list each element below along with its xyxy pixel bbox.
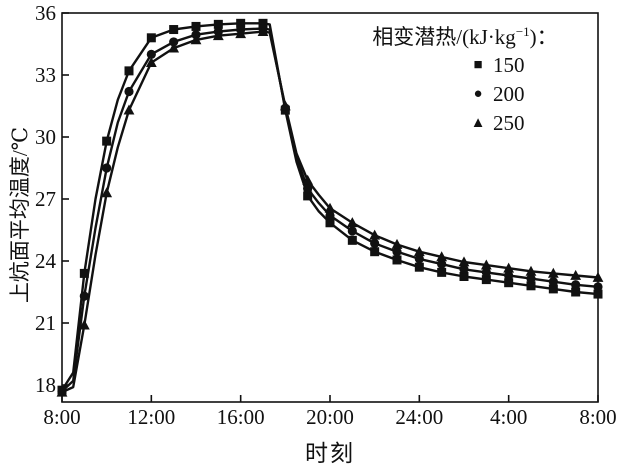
y-tick-label: 21 <box>35 311 56 335</box>
series-200-marker-circle <box>392 247 402 257</box>
x-tick-label: 8:00 <box>43 405 81 429</box>
series-150-marker-square <box>79 268 89 278</box>
legend-item-200: ● 200 <box>468 80 525 109</box>
series-200-marker-circle <box>459 264 469 274</box>
series-150-marker-square <box>571 287 581 297</box>
series-200-marker-circle <box>146 49 156 59</box>
series-250-marker-triangle <box>436 251 448 262</box>
series-250-marker-triangle <box>257 26 269 36</box>
series-150-marker-square <box>213 19 223 29</box>
y-tick-label: 24 <box>35 249 56 273</box>
x-axis-title: 时刻 <box>305 441 355 466</box>
series-250-marker-triangle <box>324 202 336 213</box>
series-150-marker-square <box>370 247 380 257</box>
legend-triangle-icon: ▲ <box>470 115 486 131</box>
series-150-marker-square <box>459 272 469 281</box>
y-tick-label: 27 <box>35 187 56 211</box>
series-250-marker-triangle <box>413 246 425 257</box>
legend-title-superscript: −1 <box>515 24 530 39</box>
series-250-marker-triangle <box>503 262 515 273</box>
y-tick-label: 33 <box>35 63 56 87</box>
series-200-marker-circle <box>414 254 424 264</box>
x-tick-label: 4:00 <box>489 405 528 429</box>
legend-item-label: 150 <box>493 53 525 77</box>
series-200-marker-circle <box>124 86 134 97</box>
series-200-marker-circle <box>347 226 357 236</box>
series-150-marker-square <box>526 281 536 291</box>
series-150-marker-square <box>414 262 424 272</box>
legend-item-label: 200 <box>493 82 525 106</box>
series-250-marker-triangle <box>458 256 470 267</box>
series-150-marker-square <box>102 136 112 146</box>
series-150-marker-square <box>258 18 268 28</box>
series-150-marker-square <box>437 267 447 277</box>
series-200-marker-circle <box>481 267 491 277</box>
legend-item-150: ■ 150 <box>468 51 525 80</box>
series-250-marker-triangle <box>78 319 90 330</box>
series-250-marker-triangle <box>190 34 202 45</box>
y-tick-label: 18 <box>35 373 56 397</box>
x-tick-label: 20:00 <box>306 405 354 429</box>
series-200-marker-circle <box>303 184 313 194</box>
series-250-marker-triangle <box>480 259 492 270</box>
legend-item-label: 250 <box>493 111 525 135</box>
series-150-marker-square <box>236 18 246 28</box>
series-250-marker-triangle <box>570 269 582 280</box>
series-150-marker-square <box>303 191 313 201</box>
series-200-marker-circle <box>79 291 89 301</box>
series-200-marker-circle <box>504 270 514 281</box>
series-150-marker-square <box>146 33 156 43</box>
legend-title: 相变潜热/(kJ·kg−1)： <box>346 21 584 51</box>
series-250-marker-triangle <box>369 229 381 240</box>
series-150-marker-square <box>124 66 134 76</box>
series-200-marker-circle <box>169 37 179 47</box>
series-200-marker-circle <box>437 259 447 269</box>
x-tick-label: 8:00 <box>579 405 617 429</box>
series-200-marker-circle <box>526 273 536 284</box>
legend-square-icon: ■ <box>473 57 483 73</box>
series-150-marker-square <box>548 284 558 294</box>
series-250-marker-triangle <box>547 267 559 278</box>
x-tick-label: 12:00 <box>127 405 176 429</box>
series-150-marker-square <box>347 235 357 245</box>
series-250-marker-triangle <box>56 386 68 397</box>
legend: ■ 150 ● 200 ▲ 250 <box>468 51 525 138</box>
series-250-marker-triangle <box>212 30 224 41</box>
series-250-marker-triangle <box>592 271 604 282</box>
series-250-marker-triangle <box>346 217 358 228</box>
legend-title-colon: )： <box>529 25 558 49</box>
legend-title-text: 相变潜热/(kJ·kg <box>372 25 516 49</box>
series-250-marker-triangle <box>391 238 403 249</box>
series-250-marker-triangle <box>101 187 113 198</box>
series-250-marker-triangle <box>168 42 180 53</box>
x-tick-label: 16:00 <box>216 405 265 429</box>
series-200-marker-circle <box>571 280 581 290</box>
legend-item-250: ▲ 250 <box>468 109 525 138</box>
y-tick-label: 30 <box>35 125 56 149</box>
series-200-marker-circle <box>370 238 380 249</box>
series-250-marker-triangle <box>302 174 314 185</box>
series-250-marker-triangle <box>235 28 247 39</box>
series-150-marker-square <box>504 278 514 288</box>
series-150-marker-square <box>169 25 179 35</box>
series-150-marker-square <box>191 21 201 31</box>
series-250-marker-triangle <box>279 100 291 111</box>
series-200-marker-circle <box>593 282 603 292</box>
legend-circle-icon: ● <box>473 86 483 102</box>
series-150-marker-square <box>325 218 335 228</box>
series-200-marker-circle <box>548 277 558 287</box>
series-250-marker-triangle <box>123 104 135 115</box>
y-tick-label: 36 <box>35 1 56 25</box>
series-250-marker-triangle <box>525 265 537 276</box>
series-150-marker-square <box>481 275 491 285</box>
series-200-marker-circle <box>102 163 112 173</box>
series-150-marker-square <box>392 255 402 265</box>
series-250-marker-triangle <box>145 57 157 67</box>
series-150-marker-square <box>593 289 603 299</box>
series-200-marker-circle <box>325 210 335 221</box>
x-tick-label: 24:00 <box>395 405 444 429</box>
